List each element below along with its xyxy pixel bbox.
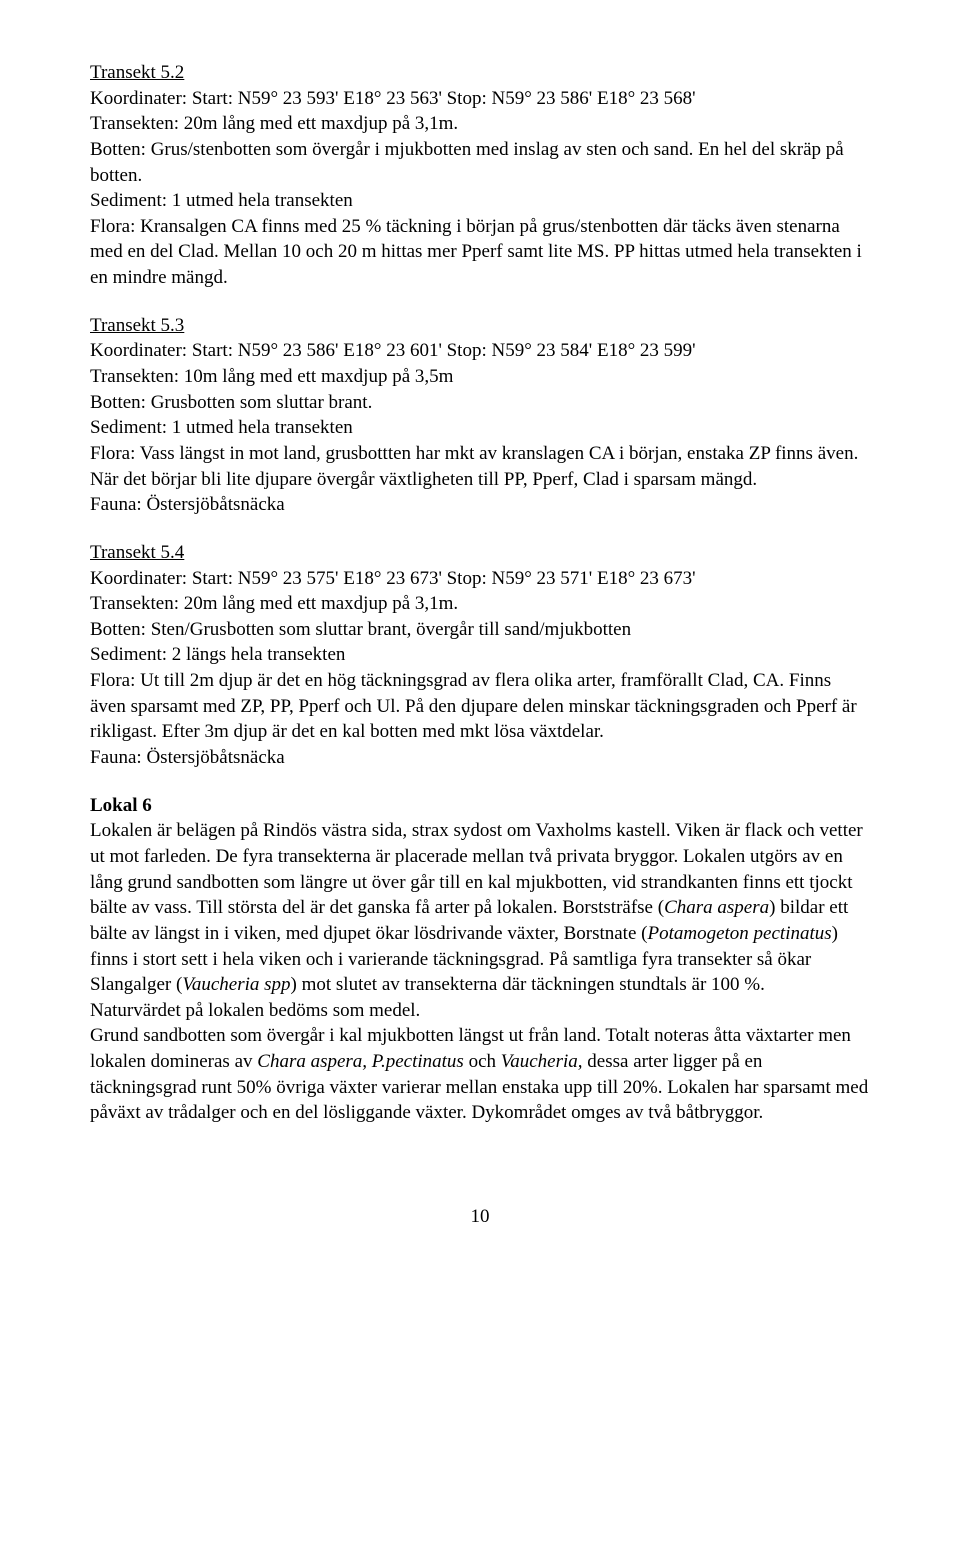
transect-line: Transekten: 20m lång med ett maxdjup på …	[90, 591, 870, 617]
lokal-6: Lokal 6 Lokalen är belägen på Rindös väs…	[90, 793, 870, 1126]
coord-line: Koordinater: Start: N59° 23 586' E18° 23…	[90, 338, 870, 364]
section-title: Transekt 5.4	[90, 540, 870, 566]
section-title: Lokal 6	[90, 793, 870, 819]
species-name: Potamogeton pectinatus	[647, 923, 831, 944]
bottom-line: Botten: Sten/Grusbotten som sluttar bran…	[90, 617, 870, 643]
transekt-5-4: Transekt 5.4 Koordinater: Start: N59° 23…	[90, 540, 870, 771]
fauna-line: Fauna: Östersjöbåtsnäcka	[90, 745, 870, 771]
bottom-line: Botten: Grusbotten som sluttar brant.	[90, 390, 870, 416]
page-number: 10	[90, 1206, 870, 1228]
text-run: och	[464, 1051, 501, 1072]
species-name: Vaucheria spp	[182, 974, 290, 995]
lokal6-paragraph-1: Lokalen är belägen på Rindös västra sida…	[90, 818, 870, 997]
transekt-5-2: Transekt 5.2 Koordinater: Start: N59° 23…	[90, 60, 870, 291]
transekt-5-3: Transekt 5.3 Koordinater: Start: N59° 23…	[90, 313, 870, 518]
transect-line: Transekten: 10m lång med ett maxdjup på …	[90, 364, 870, 390]
flora-line: Flora: Ut till 2m djup är det en hög täc…	[90, 668, 870, 745]
fauna-line: Fauna: Östersjöbåtsnäcka	[90, 492, 870, 518]
sediment-line: Sediment: 2 längs hela transekten	[90, 642, 870, 668]
section-title: Transekt 5.2	[90, 60, 870, 86]
species-name: Vaucheria,	[501, 1051, 583, 1072]
coord-line: Koordinater: Start: N59° 23 593' E18° 23…	[90, 86, 870, 112]
species-name: Chara aspera, P.pectinatus	[257, 1051, 464, 1072]
lokal6-paragraph-2: Naturvärdet på lokalen bedöms som medel.	[90, 998, 870, 1024]
sediment-line: Sediment: 1 utmed hela transekten	[90, 188, 870, 214]
coord-line: Koordinater: Start: N59° 23 575' E18° 23…	[90, 566, 870, 592]
flora-line: Flora: Kransalgen CA finns med 25 % täck…	[90, 214, 870, 291]
species-name: Chara aspera	[664, 897, 769, 918]
flora-line: Flora: Vass längst in mot land, grusbott…	[90, 441, 870, 492]
lokal6-paragraph-3: Grund sandbotten som övergår i kal mjukb…	[90, 1023, 870, 1126]
section-title: Transekt 5.3	[90, 313, 870, 339]
sediment-line: Sediment: 1 utmed hela transekten	[90, 415, 870, 441]
document-page: Transekt 5.2 Koordinater: Start: N59° 23…	[0, 0, 960, 1268]
text-run: ) mot slutet av transekterna där täcknin…	[291, 974, 765, 995]
transect-line: Transekten: 20m lång med ett maxdjup på …	[90, 111, 870, 137]
bottom-line: Botten: Grus/stenbotten som övergår i mj…	[90, 137, 870, 188]
